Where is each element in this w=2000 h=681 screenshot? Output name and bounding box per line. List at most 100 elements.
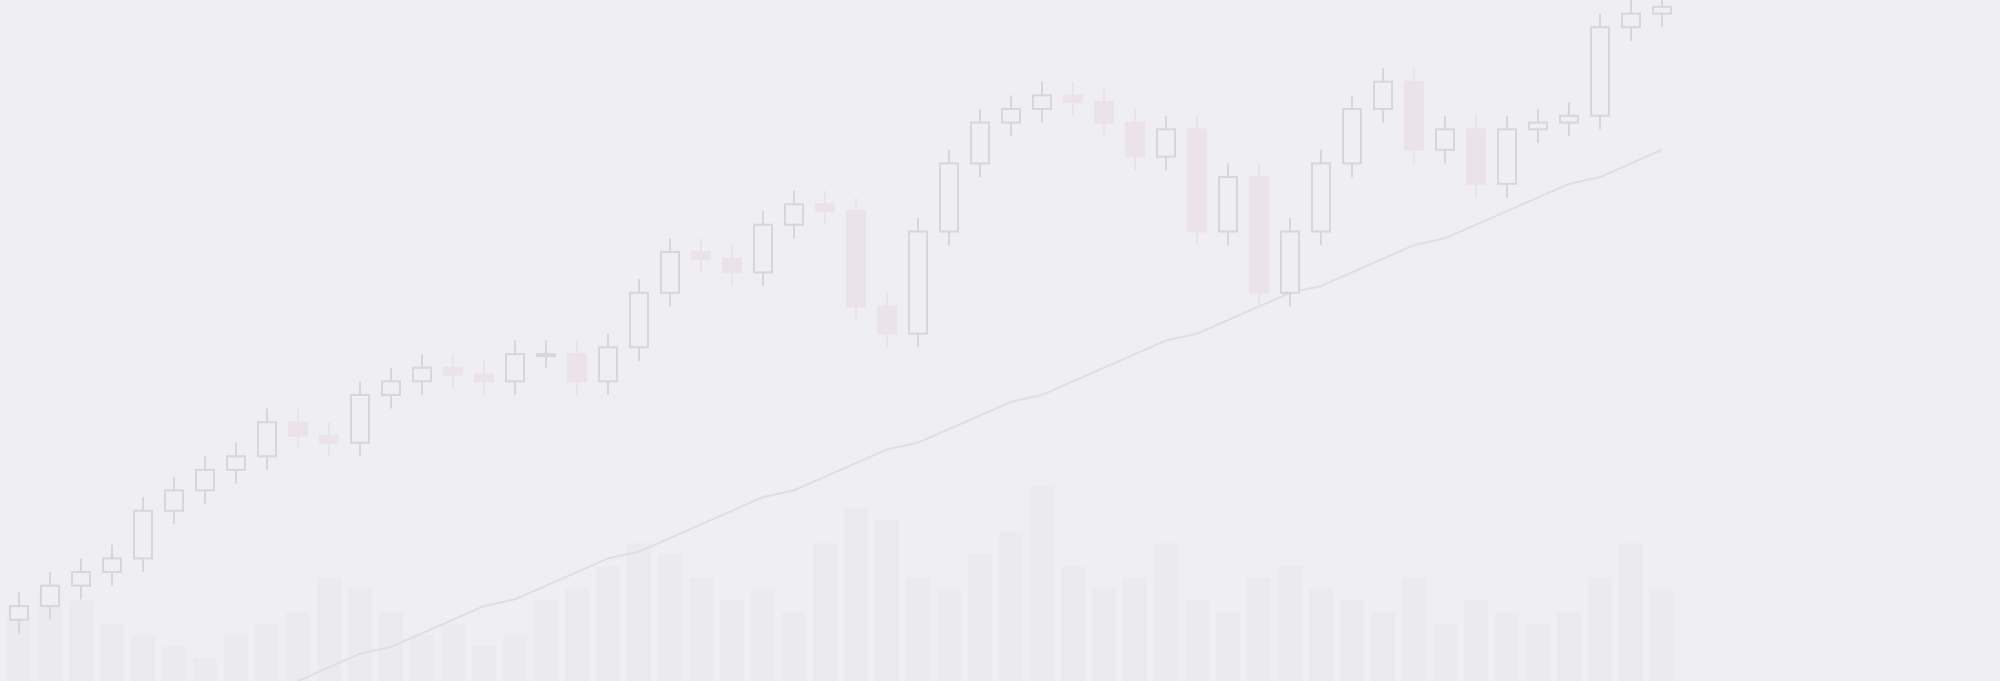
volume-bar (627, 543, 651, 681)
volume-bar (596, 566, 620, 681)
candle-body (1063, 94, 1083, 104)
volume-bar (999, 531, 1023, 681)
volume-bar (1309, 589, 1333, 681)
candle-body (164, 489, 184, 512)
volume-bar (844, 508, 868, 681)
volume-bar (1216, 612, 1240, 681)
volume-bar (503, 635, 527, 681)
candle-body (319, 434, 339, 444)
candle-body (505, 353, 525, 383)
candle-body (1032, 94, 1052, 110)
candle-body (474, 373, 494, 383)
candle-body (443, 366, 463, 376)
volume-bar (658, 554, 682, 681)
candle-body (102, 557, 122, 574)
volume-bar (1433, 623, 1457, 681)
volume-bar (565, 589, 589, 681)
volume-bar (193, 658, 217, 681)
volume-bar (1650, 589, 1674, 681)
candle-body (722, 257, 742, 274)
volume-bar (441, 623, 465, 681)
candle-body (1280, 230, 1300, 294)
volume-bar (1278, 566, 1302, 681)
volume-bar (69, 600, 93, 681)
candle-body (350, 393, 370, 444)
volume-bar (255, 623, 279, 681)
volume-bar (1061, 566, 1085, 681)
volume-bar (472, 646, 496, 681)
volume-bar (1464, 600, 1488, 681)
moving-average-line (297, 148, 1663, 681)
candle-body (691, 250, 711, 260)
candle-body (226, 455, 246, 471)
candle-body (1652, 5, 1672, 15)
candle-body (536, 353, 556, 358)
candle-body (1001, 107, 1021, 124)
volume-bar (782, 612, 806, 681)
candle-body (970, 121, 990, 165)
volume-bar (410, 635, 434, 681)
candle-body (1249, 176, 1269, 294)
volume-bar (968, 554, 992, 681)
candle-body (1342, 107, 1362, 165)
candle-body (1125, 121, 1145, 158)
volume-bar (875, 520, 899, 681)
volume-bar (1402, 577, 1426, 681)
volume-bar (813, 543, 837, 681)
candle-body (877, 305, 897, 335)
candle-body (567, 353, 587, 383)
volume-bar (720, 600, 744, 681)
candle-body (1435, 128, 1455, 151)
volume-bar (1030, 485, 1054, 681)
candle-body (195, 468, 215, 492)
candle-body (1559, 114, 1579, 124)
volume-bar (1557, 612, 1581, 681)
volume-bar (1526, 623, 1550, 681)
volume-bar (937, 589, 961, 681)
candle-body (1156, 128, 1176, 158)
volume-bar (224, 635, 248, 681)
volume-bar (689, 577, 713, 681)
candle-body (660, 250, 680, 294)
candle-body (1466, 128, 1486, 185)
candle-body (908, 230, 928, 335)
volume-bar (162, 646, 186, 681)
candle-body (257, 421, 277, 458)
candle-body (71, 571, 91, 587)
candle-body (815, 203, 835, 213)
candle-body (1094, 101, 1114, 124)
candle-body (1528, 121, 1548, 131)
candle-body (629, 291, 649, 349)
volume-bar (348, 589, 372, 681)
volume-bar (286, 612, 310, 681)
candle-body (1311, 162, 1331, 233)
candle-body (939, 162, 959, 233)
volume-bar (1588, 577, 1612, 681)
volume-bar (1154, 543, 1178, 681)
volume-bar (1495, 612, 1519, 681)
candle-body (412, 366, 432, 383)
candle-body (598, 346, 618, 383)
candle-body (1497, 128, 1517, 185)
candle-body (288, 421, 308, 437)
candle-body (1187, 128, 1207, 233)
candle-body (381, 380, 401, 396)
candle-body (1621, 12, 1641, 29)
candle-body (1373, 80, 1393, 110)
candle-body (40, 584, 60, 608)
volume-bar (906, 577, 930, 681)
volume-bar (534, 600, 558, 681)
candle-body (784, 203, 804, 226)
volume-bar (1185, 600, 1209, 681)
volume-bar (1092, 589, 1116, 681)
candle-body (753, 223, 773, 274)
candle-body (1218, 176, 1238, 233)
volume-bar (1340, 600, 1364, 681)
volume-bar (1619, 543, 1643, 681)
volume-bar (751, 589, 775, 681)
candle-body (1590, 26, 1610, 117)
volume-bar (1247, 577, 1271, 681)
volume-bar (100, 623, 124, 681)
